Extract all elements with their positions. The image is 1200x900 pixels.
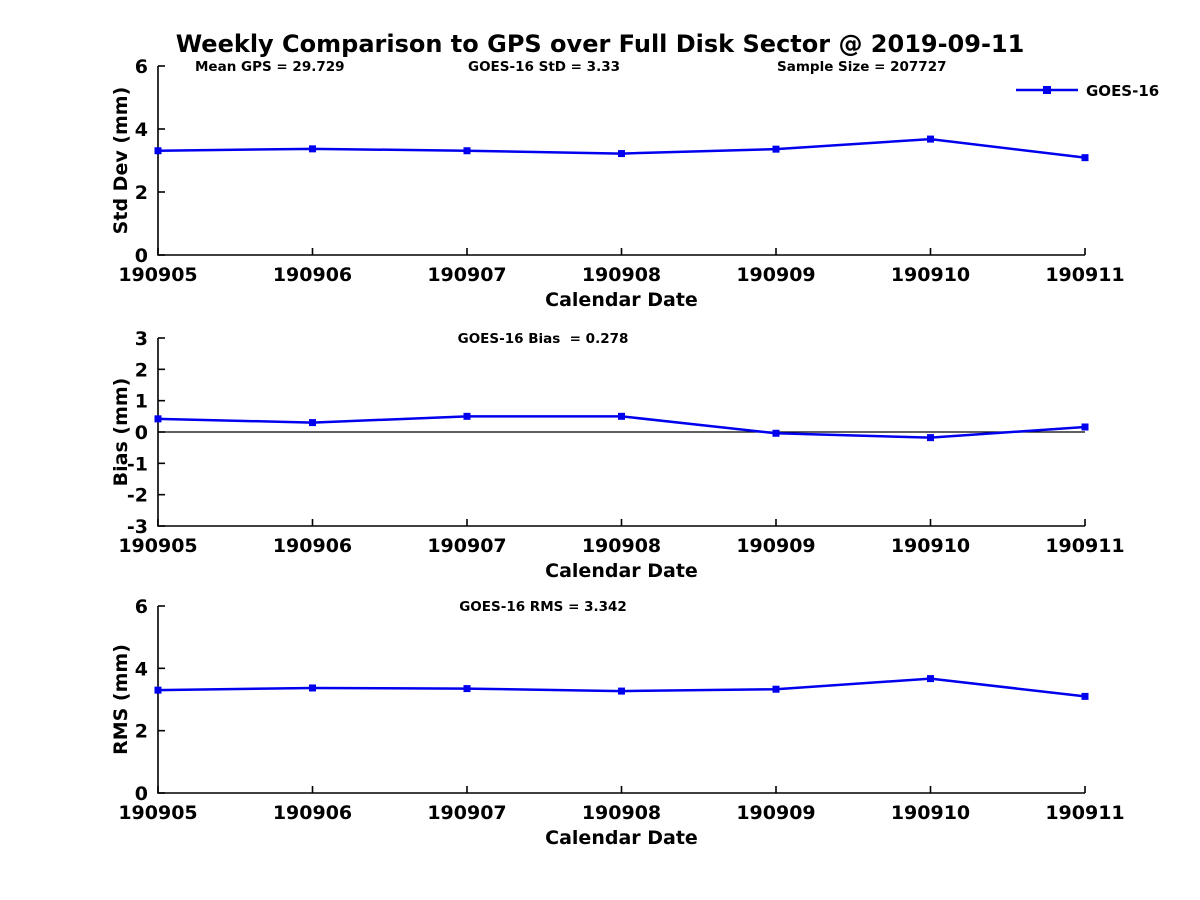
y-tick-label: 0 xyxy=(135,422,148,444)
axis-spines xyxy=(157,606,1085,794)
data-point-marker xyxy=(154,147,162,155)
axis-spines xyxy=(157,66,1085,256)
subplot-1: 0 2 4 6 190905 190906 190907 190908 190909 190910… xyxy=(110,56,1159,311)
legend-marker-icon xyxy=(1043,86,1051,94)
x-tick-label: 190907 xyxy=(427,264,506,286)
data-point-marker xyxy=(772,429,780,437)
y-tick-label: -3 xyxy=(127,516,148,538)
y-tick-label: 0 xyxy=(135,245,148,267)
y-axis-label: RMS (mm) xyxy=(110,644,132,755)
data-point-marker xyxy=(1081,423,1089,431)
data-point-marker xyxy=(927,434,934,442)
data-point-marker xyxy=(463,412,471,420)
y-axis-label: Std Dev (mm) xyxy=(110,87,132,235)
x-axis-label: Calendar Date xyxy=(545,560,698,582)
data-point-marker xyxy=(618,687,625,695)
x-tick-label: 190905 xyxy=(118,802,197,824)
data-point-marker xyxy=(463,685,471,693)
data-point-marker xyxy=(463,147,471,155)
x-tick-label: 190911 xyxy=(1045,264,1124,286)
data-point-marker xyxy=(618,150,625,158)
x-tick-label: 190911 xyxy=(1045,535,1124,557)
y-tick-label: 6 xyxy=(135,56,148,78)
x-tick-label: 190905 xyxy=(118,535,197,557)
x-tick-label: 190911 xyxy=(1045,802,1124,824)
x-tick-label: 190908 xyxy=(582,802,661,824)
y-tick-label: 4 xyxy=(135,658,148,680)
data-point-marker xyxy=(618,412,625,420)
legend-label: GOES-16 xyxy=(1086,82,1159,100)
data-point-marker xyxy=(1081,692,1089,700)
y-tick-label: 2 xyxy=(135,359,148,381)
x-tick-label: 190907 xyxy=(427,535,506,557)
y-tick-label: -2 xyxy=(127,485,148,507)
annotation: Sample Size = 207727 xyxy=(777,59,946,75)
data-point-marker xyxy=(309,145,316,153)
data-point-marker xyxy=(309,684,316,692)
y-tick-label: 1 xyxy=(135,391,148,413)
x-tick-label: 190908 xyxy=(582,535,661,557)
annotation: Mean GPS = 29.729 xyxy=(195,59,345,75)
data-point-marker xyxy=(309,419,316,427)
x-tick-label: 190909 xyxy=(736,535,815,557)
y-tick-label: 2 xyxy=(135,182,148,204)
x-tick-label: 190910 xyxy=(891,535,970,557)
x-axis-label: Calendar Date xyxy=(545,827,698,849)
y-tick-label: 3 xyxy=(135,328,148,350)
y-tick-label: 0 xyxy=(135,783,148,805)
subplot-3: 0 2 4 6 190905 190906 190907 190908 190909 190910… xyxy=(110,596,1125,849)
data-point-marker xyxy=(1081,154,1089,162)
x-tick-label: 190910 xyxy=(891,802,970,824)
annotation: GOES-16 RMS = 3.342 xyxy=(459,599,627,615)
x-tick-label: 190908 xyxy=(582,264,661,286)
data-point-marker xyxy=(927,675,934,683)
x-tick-label: 190907 xyxy=(427,802,506,824)
y-tick-label: 2 xyxy=(135,721,148,743)
x-tick-label: 190909 xyxy=(736,802,815,824)
y-axis-label: Bias (mm) xyxy=(110,378,132,487)
x-tick-label: 190909 xyxy=(736,264,815,286)
data-point-marker xyxy=(154,415,162,423)
x-tick-label: 190906 xyxy=(273,535,352,557)
data-point-marker xyxy=(927,135,934,143)
y-tick-label: -1 xyxy=(127,453,148,475)
subplot-2: -3 -2 -1 0 1 2 3 190905 190906 190907 190908 190909… xyxy=(110,328,1125,582)
y-tick-label: 4 xyxy=(135,119,148,141)
annotation: GOES-16 StD = 3.33 xyxy=(468,59,620,75)
data-point-marker xyxy=(772,685,780,693)
legend: GOES-16 xyxy=(1016,82,1159,100)
x-tick-label: 190906 xyxy=(273,264,352,286)
annotation: GOES-16 Bias = 0.278 xyxy=(458,331,629,347)
chart-title: Weekly Comparison to GPS over Full Disk … xyxy=(175,30,1025,58)
x-axis-label: Calendar Date xyxy=(545,289,698,311)
x-tick-label: 190905 xyxy=(118,264,197,286)
x-tick-label: 190910 xyxy=(891,264,970,286)
y-tick-label: 6 xyxy=(135,596,148,618)
data-point-marker xyxy=(772,145,780,153)
data-point-marker xyxy=(154,686,162,694)
x-tick-label: 190906 xyxy=(273,802,352,824)
